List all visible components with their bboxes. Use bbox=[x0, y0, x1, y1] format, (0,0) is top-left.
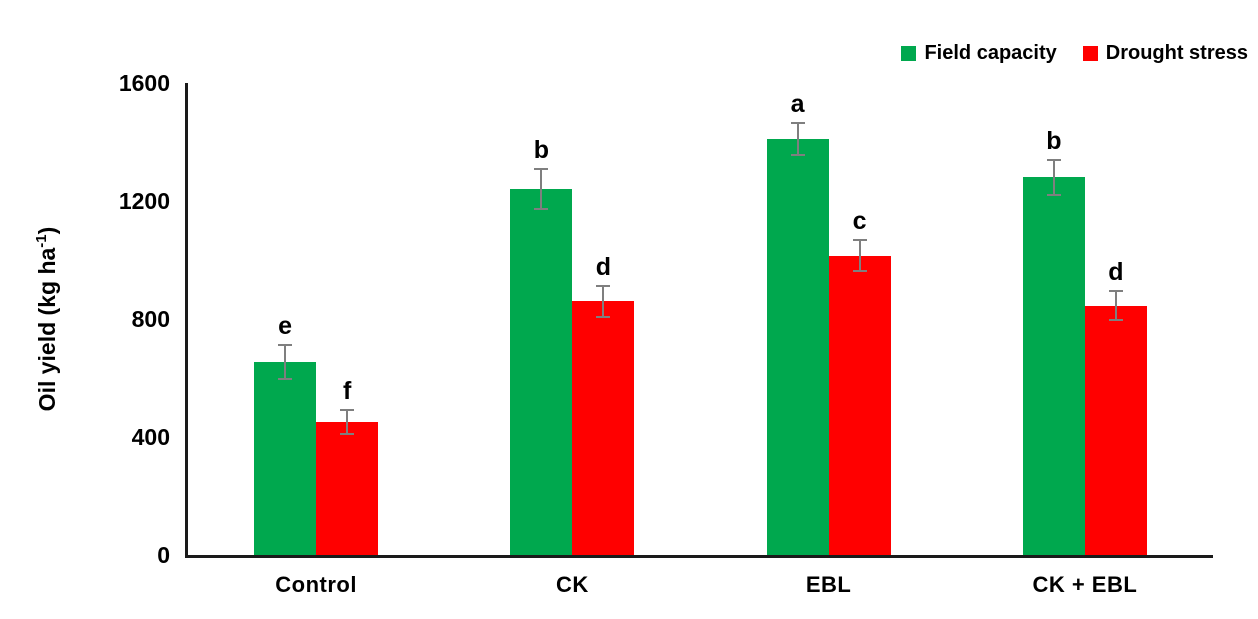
sig-letter-drought-stress-ebl: c bbox=[852, 206, 867, 235]
bar-drought-stress-control bbox=[316, 422, 379, 555]
error-bar-drought-stress-ebl bbox=[858, 240, 861, 271]
error-bar-drought-stress-control bbox=[346, 411, 349, 434]
bar-drought-stress-ck-ebl bbox=[1084, 305, 1147, 555]
y-tick-label-0: 0 bbox=[157, 542, 170, 568]
y-tick-label-400: 400 bbox=[131, 424, 170, 450]
plot-area: 0 400 800 1200 1600 e f Control b d CK a c EBL b d CK + … bbox=[119, 70, 1213, 597]
y-axis-title-text: Oil yield (kg ha bbox=[33, 247, 60, 412]
field-capacity-swatch-icon bbox=[901, 46, 917, 61]
error-bar-cap-bottom-drought-stress-ebl bbox=[852, 270, 867, 273]
x-category-label-control: Control bbox=[275, 572, 357, 597]
drought-stress-swatch-icon bbox=[1082, 46, 1098, 61]
error-bar-cap-top-drought-stress-ck bbox=[596, 284, 611, 287]
sig-letter-drought-stress-ck-ebl: d bbox=[1108, 258, 1124, 287]
legend-item-field-capacity: Field capacity bbox=[901, 42, 1057, 65]
error-bar-cap-top-field-capacity-control bbox=[278, 343, 293, 346]
bar-field-capacity-ck bbox=[510, 189, 573, 555]
error-bar-cap-bottom-field-capacity-ck bbox=[534, 208, 549, 211]
y-tick-label-1200: 1200 bbox=[118, 188, 170, 214]
error-bar-cap-top-field-capacity-ck-ebl bbox=[1046, 158, 1061, 161]
error-bar-field-capacity-ck bbox=[540, 170, 543, 209]
legend-label-field-capacity: Field capacity bbox=[924, 42, 1057, 64]
error-bar-cap-bottom-drought-stress-control bbox=[340, 433, 355, 436]
sig-letter-field-capacity-ck: b bbox=[533, 136, 550, 165]
error-bar-cap-bottom-field-capacity-ck-ebl bbox=[1046, 194, 1061, 197]
error-bar-drought-stress-ck-ebl bbox=[1114, 292, 1117, 319]
y-axis-title: Oil yield (kg ha-1) bbox=[33, 227, 61, 412]
error-bar-cap-top-drought-stress-control bbox=[340, 409, 355, 412]
bar-drought-stress-ck bbox=[572, 301, 635, 555]
error-bar-cap-bottom-field-capacity-control bbox=[278, 378, 293, 380]
bar-field-capacity-ebl bbox=[766, 139, 829, 555]
error-bar-cap-top-field-capacity-ck bbox=[534, 168, 549, 171]
legend-item-drought-stress: Drought stress bbox=[1082, 42, 1248, 65]
error-bar-drought-stress-ck bbox=[602, 286, 605, 317]
bar-field-capacity-ck-ebl bbox=[1022, 177, 1085, 555]
error-bar-field-capacity-control bbox=[284, 345, 287, 378]
error-bar-field-capacity-ebl bbox=[796, 124, 799, 154]
error-bar-cap-top-drought-stress-ck-ebl bbox=[1108, 290, 1123, 293]
y-axis-line bbox=[185, 83, 188, 558]
legend-label-drought-stress: Drought stress bbox=[1105, 42, 1248, 64]
legend: Field capacity Drought stress bbox=[901, 42, 1248, 65]
sig-letter-drought-stress-ck: d bbox=[595, 252, 612, 281]
bar-field-capacity-control bbox=[254, 361, 317, 555]
error-bar-cap-top-drought-stress-ebl bbox=[852, 238, 867, 241]
sig-letter-field-capacity-ck-ebl: b bbox=[1046, 126, 1062, 155]
y-axis-title-superscript: -1 bbox=[33, 234, 51, 248]
error-bar-cap-bottom-drought-stress-ck bbox=[596, 316, 611, 319]
x-category-label-ebl: EBL bbox=[805, 572, 852, 597]
error-bar-cap-bottom-drought-stress-ck-ebl bbox=[1108, 319, 1123, 321]
sig-letter-drought-stress-control: f bbox=[342, 377, 352, 406]
error-bar-cap-bottom-field-capacity-ebl bbox=[790, 153, 805, 156]
y-tick-label-800: 800 bbox=[131, 306, 170, 332]
y-tick-label-1600: 1600 bbox=[118, 70, 170, 96]
x-category-label-ck: CK bbox=[555, 572, 589, 597]
bar-drought-stress-ebl bbox=[828, 255, 891, 555]
x-axis-line bbox=[185, 555, 1213, 558]
sig-letter-field-capacity-control: e bbox=[278, 311, 293, 340]
error-bar-field-capacity-ck-ebl bbox=[1052, 160, 1055, 195]
y-axis-title-close: ) bbox=[33, 226, 60, 235]
error-bar-cap-top-field-capacity-ebl bbox=[790, 122, 805, 125]
x-category-label-ck-ebl: CK + EBL bbox=[1032, 572, 1138, 597]
sig-letter-field-capacity-ebl: a bbox=[790, 90, 805, 119]
